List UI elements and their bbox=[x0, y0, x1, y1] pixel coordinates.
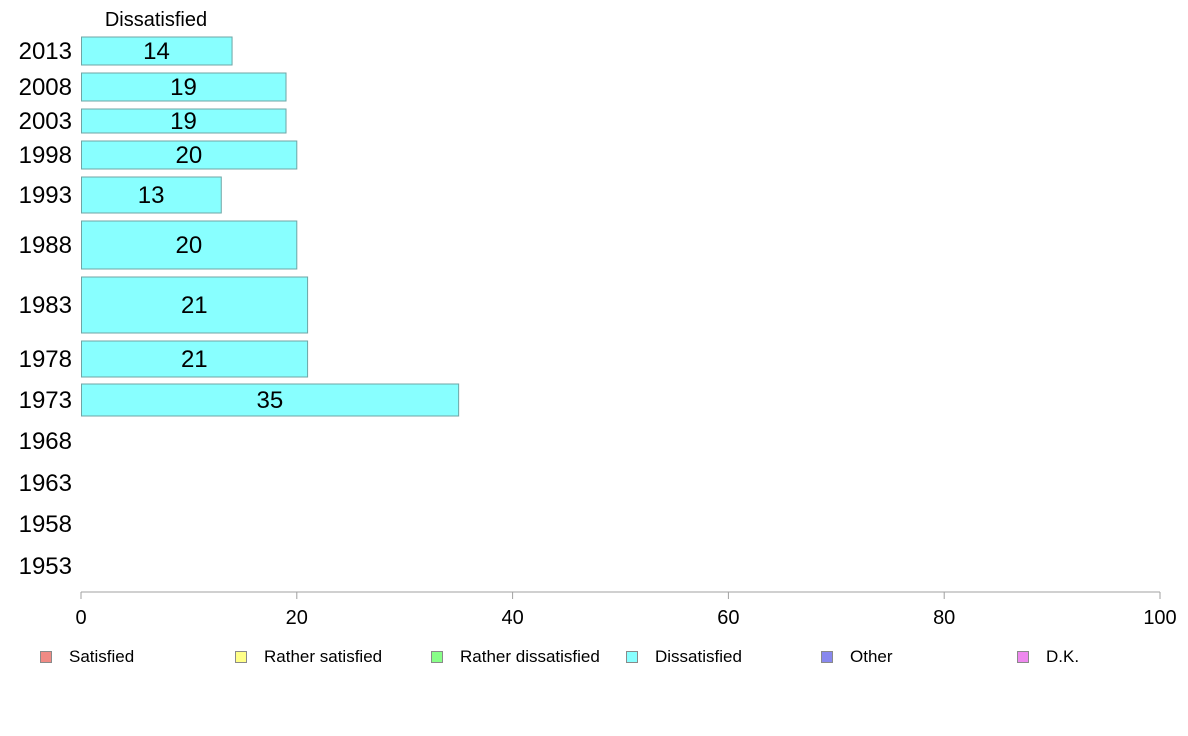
y-category-label: 1973 bbox=[19, 387, 72, 414]
legend-item: Rather satisfied bbox=[235, 646, 382, 668]
bar-value-label: 20 bbox=[176, 142, 203, 169]
legend-label: Other bbox=[850, 647, 893, 666]
legend-swatch bbox=[431, 651, 443, 663]
legend-swatch bbox=[40, 651, 52, 663]
bar-value-label: 14 bbox=[143, 38, 170, 65]
bar bbox=[81, 340, 309, 378]
x-tick-label: 20 bbox=[286, 607, 308, 629]
y-axis-categories: 2013 2008 2003 1998 1993 1988 1983 1978 1973 1968… bbox=[19, 38, 72, 580]
x-tick-label: 100 bbox=[1143, 607, 1176, 629]
legend-label: Rather satisfied bbox=[264, 647, 383, 666]
legend-swatch bbox=[626, 651, 638, 663]
y-category-label: 2008 bbox=[19, 74, 72, 101]
legend-item: Satisfied bbox=[40, 646, 134, 668]
bar-value-label: 35 bbox=[256, 387, 283, 414]
chart-title: Dissatisfied bbox=[105, 9, 207, 31]
bar bbox=[81, 140, 298, 170]
legend: Satisfied Rather satisfied Rather dissatis… bbox=[40, 646, 1160, 668]
x-tick-label: 0 bbox=[75, 607, 86, 629]
x-tick-label: 60 bbox=[717, 607, 739, 629]
y-category-label: 1988 bbox=[19, 232, 72, 259]
legend-item: Dissatisfied bbox=[626, 646, 742, 668]
legend-item: Other bbox=[821, 646, 893, 668]
legend-swatch bbox=[235, 651, 247, 663]
y-category-label: 1963 bbox=[19, 470, 72, 497]
legend-item: Rather dissatisfied bbox=[431, 646, 600, 668]
y-category-label: 1983 bbox=[19, 292, 72, 319]
bar-value-label: 19 bbox=[170, 74, 197, 101]
bar-value-label: 21 bbox=[181, 346, 208, 373]
y-category-label: 1958 bbox=[19, 511, 72, 538]
y-category-label: 2013 bbox=[19, 38, 72, 65]
y-category-label: 1953 bbox=[19, 553, 72, 580]
x-tick-label: 40 bbox=[501, 607, 523, 629]
bar-value-label: 21 bbox=[181, 292, 208, 319]
bar bbox=[81, 220, 298, 270]
bar bbox=[81, 108, 287, 134]
bars-layer bbox=[81, 36, 460, 417]
x-axis: 0 20 40 60 80 100 bbox=[75, 591, 1177, 629]
legend-item: D.K. bbox=[1017, 646, 1079, 668]
legend-label: D.K. bbox=[1046, 647, 1080, 666]
x-tick-label: 80 bbox=[933, 607, 955, 629]
bar bbox=[81, 276, 309, 334]
bar bbox=[81, 383, 460, 417]
bar-value-label: 13 bbox=[138, 182, 165, 209]
y-category-label: 1998 bbox=[19, 142, 72, 169]
y-category-label: 2003 bbox=[19, 108, 72, 135]
y-category-label: 1968 bbox=[19, 428, 72, 455]
y-category-label: 1993 bbox=[19, 182, 72, 209]
bar bbox=[81, 36, 233, 66]
legend-label: Rather dissatisfied bbox=[460, 647, 600, 666]
y-category-label: 1978 bbox=[19, 346, 72, 373]
legend-swatch bbox=[1017, 651, 1029, 663]
bar bbox=[81, 72, 287, 102]
bar-value-label: 20 bbox=[176, 232, 203, 259]
legend-label: Dissatisfied bbox=[655, 647, 742, 666]
legend-swatch bbox=[821, 651, 833, 663]
bar bbox=[81, 176, 222, 214]
bar-value-label: 19 bbox=[170, 108, 197, 135]
legend-label: Satisfied bbox=[69, 647, 135, 666]
